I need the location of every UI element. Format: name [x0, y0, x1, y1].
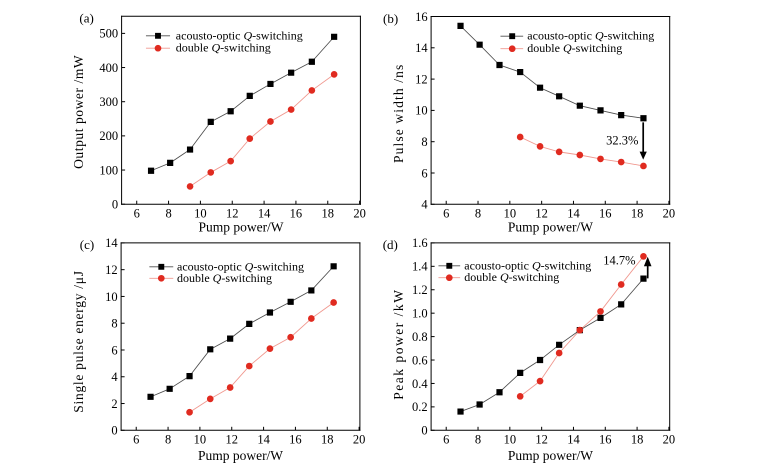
svg-text:14: 14: [415, 41, 428, 55]
svg-text:8: 8: [165, 206, 171, 220]
svg-text:14.7%: 14.7%: [603, 254, 635, 268]
svg-text:14: 14: [567, 206, 580, 220]
svg-text:Pump power/W: Pump power/W: [508, 219, 593, 234]
svg-text:1.4: 1.4: [412, 260, 428, 274]
svg-text:(b): (b): [383, 11, 398, 26]
svg-text:d o u b l: d o u b l e - s w i t c h i n g Q: [177, 269, 276, 286]
svg-text:18: 18: [631, 206, 644, 220]
svg-text:10: 10: [415, 104, 428, 118]
svg-text:200: 200: [99, 129, 118, 143]
svg-text:20: 20: [663, 206, 676, 220]
svg-text:(c): (c): [80, 237, 94, 252]
svg-text:20: 20: [353, 206, 366, 220]
svg-text:4: 4: [421, 198, 428, 212]
svg-text:12: 12: [225, 432, 238, 446]
svg-text:18: 18: [631, 432, 644, 446]
svg-text:0: 0: [112, 198, 118, 212]
svg-text:0: 0: [111, 424, 117, 438]
svg-text:(a): (a): [79, 11, 93, 26]
svg-text:14: 14: [567, 432, 580, 446]
svg-text:1.2: 1.2: [412, 283, 428, 297]
svg-text:10: 10: [194, 206, 207, 220]
svg-text:d o u b l: d o u b l e - s w i t c h i n g Q: [464, 268, 563, 285]
svg-text:8: 8: [475, 432, 481, 446]
svg-text:32.3%: 32.3%: [606, 133, 638, 147]
svg-text:8: 8: [165, 432, 171, 446]
svg-text:8: 8: [111, 317, 117, 331]
svg-text:8: 8: [475, 206, 481, 220]
svg-text:d o u b l: d o u b l e - s w i t c h i n g Q: [527, 39, 626, 56]
svg-text:0.8: 0.8: [412, 330, 428, 344]
svg-text:Output power /mW: Output power /mW: [71, 55, 86, 169]
svg-text:d o u b l: d o u b l e - s w i t c h i n g Q: [176, 39, 275, 56]
svg-text:10: 10: [105, 290, 118, 304]
svg-text:16: 16: [415, 10, 428, 24]
svg-text:16: 16: [599, 432, 612, 446]
svg-text:0.4: 0.4: [412, 377, 428, 391]
svg-text:a c o u s: a c o u s t o - o p t i c - s w i t c h …: [177, 257, 308, 274]
svg-text:20: 20: [353, 432, 366, 446]
svg-text:16: 16: [290, 206, 303, 220]
svg-text:300: 300: [99, 95, 118, 109]
svg-text:0.6: 0.6: [412, 353, 428, 367]
svg-text:500: 500: [99, 27, 118, 41]
svg-text:14: 14: [258, 206, 271, 220]
svg-text:10: 10: [504, 432, 517, 446]
svg-text:14: 14: [105, 236, 118, 250]
svg-text:1.6: 1.6: [412, 236, 428, 250]
svg-text:6: 6: [443, 432, 449, 446]
svg-text:12: 12: [535, 432, 548, 446]
svg-text:6: 6: [421, 166, 427, 180]
svg-text:10: 10: [194, 432, 207, 446]
svg-text:12: 12: [226, 206, 239, 220]
svg-text:12: 12: [105, 263, 118, 277]
svg-text:100: 100: [99, 163, 118, 177]
svg-text:Pump power/W: Pump power/W: [198, 220, 283, 235]
svg-text:a c o u s: a c o u s t o - o p t i c - s w i t c h …: [176, 26, 307, 43]
svg-text:8: 8: [421, 135, 427, 149]
svg-text:0: 0: [421, 424, 427, 438]
svg-text:4: 4: [111, 370, 118, 384]
svg-text:Pump power/W: Pump power/W: [508, 448, 593, 463]
svg-text:20: 20: [663, 432, 676, 446]
svg-text:Pump power/W: Pump power/W: [198, 448, 283, 463]
svg-text:a c o u s: a c o u s t o - o p t i c - s w i t c h …: [527, 27, 658, 44]
svg-text:0.2: 0.2: [412, 400, 428, 414]
svg-text:12: 12: [415, 72, 428, 86]
svg-text:16: 16: [289, 432, 302, 446]
svg-text:14: 14: [257, 432, 270, 446]
svg-text:Peak power /kW: Peak power /kW: [391, 289, 406, 400]
svg-text:a c o u s: a c o u s t o - o p t i c - s w i t c h …: [464, 256, 595, 273]
svg-text:12: 12: [535, 206, 548, 220]
svg-text:(d): (d): [383, 237, 398, 252]
svg-text:Pulse width /ns: Pulse width /ns: [391, 64, 406, 163]
svg-text:18: 18: [321, 432, 334, 446]
svg-text:10: 10: [504, 206, 517, 220]
svg-text:16: 16: [599, 206, 612, 220]
svg-text:Single pulse energy /μJ: Single pulse energy /μJ: [71, 270, 86, 412]
svg-text:1.0: 1.0: [412, 307, 428, 321]
svg-text:6: 6: [134, 206, 140, 220]
svg-text:6: 6: [443, 206, 449, 220]
svg-text:2: 2: [111, 397, 117, 411]
svg-text:6: 6: [111, 343, 117, 357]
svg-text:6: 6: [133, 432, 139, 446]
svg-text:18: 18: [322, 206, 335, 220]
svg-text:400: 400: [99, 61, 118, 75]
